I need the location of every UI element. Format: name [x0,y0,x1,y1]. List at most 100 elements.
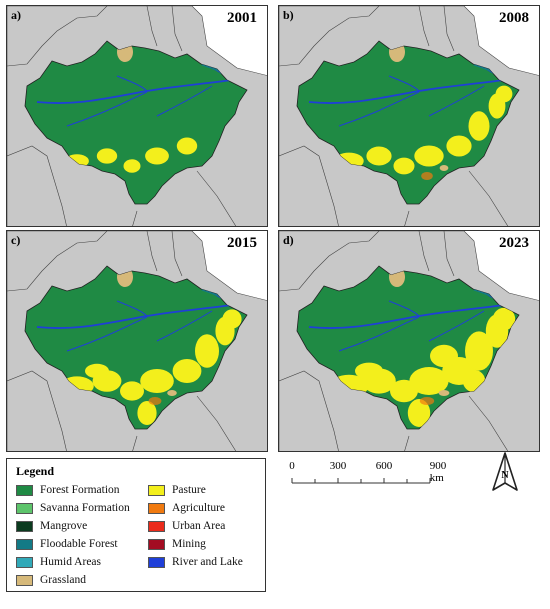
panel-year: 2023 [499,235,529,251]
legend-swatch [148,484,165,496]
map-panel-2015: c) 2015 [6,230,268,452]
country-border [418,231,430,272]
country-border [443,6,455,52]
river [388,300,420,317]
country-border [418,6,430,47]
pasture-patch [145,147,169,165]
legend-title: Legend [16,464,55,478]
pasture-patch [355,362,383,380]
panel-label: b) [283,8,294,22]
scale-bar-graphic [291,478,431,484]
legend-item-mangrove: Mangrove [16,520,87,532]
legend-label: Floodable Forest [40,538,118,550]
pasture-patch [393,157,415,175]
pasture-patch [446,135,472,157]
panel-label: c) [11,233,21,247]
legend-label: Urban Area [172,520,226,532]
legend-swatch [148,538,165,550]
legend-label: Agriculture [172,502,226,514]
grassland-patch [167,390,177,396]
pasture-patch [465,331,493,371]
legend-label: Forest Formation [40,484,120,496]
legend-swatch [148,520,165,532]
map-2001 [7,6,267,226]
legend-label: Mangrove [40,520,88,532]
legend-item-grassland: Grassland [16,574,86,586]
legend-swatch [16,484,33,496]
agriculture-patch [148,397,162,405]
panel-year: 2015 [227,235,257,251]
pasture-patch [176,137,198,155]
pasture-patch [85,363,109,379]
river [388,75,420,92]
scale-tick-label: 0 [289,460,295,472]
legend-swatch [16,574,33,586]
river [66,91,148,127]
legend-item-pasture: Pasture [148,484,206,496]
country-border [468,395,509,451]
pasture-patch [366,146,392,166]
river [116,300,148,317]
pasture-patch [414,145,444,167]
pasture-patch [468,111,490,141]
panel-label: a) [11,8,21,22]
panel-label: d) [283,233,294,247]
country-border [196,170,237,226]
scale-tick-label: 300 [329,460,347,472]
river [338,316,420,352]
pasture-patch [407,399,431,427]
agriculture-patch [421,172,433,180]
river [156,85,213,117]
map-panel-2023: d) 2023 [278,230,540,452]
legend-label: Savanna Formation [40,502,130,514]
pasture-patch [137,401,157,425]
pasture-patch [140,369,174,393]
map-2008 [279,6,539,226]
legend-swatch [16,538,33,550]
country-border [279,6,380,67]
legend-label: Humid Areas [40,556,102,568]
country-border [132,435,138,451]
legend-swatch [148,556,165,568]
country-border [404,435,410,451]
legend-item-river-and-lake: River and Lake [148,556,243,568]
legend-label: Grassland [40,574,86,586]
legend-item-forest-formation: Forest Formation [16,484,120,496]
agriculture-patch [419,397,435,405]
river [156,310,213,342]
country-border [443,231,455,277]
pasture-patch [492,307,516,331]
legend-swatch [16,520,33,532]
grassland-patch [439,165,449,171]
panel-year: 2008 [499,10,529,26]
river [338,91,420,127]
river [428,310,485,342]
legend-swatch [16,502,33,514]
pasture-patch [172,359,202,383]
legend-item-floodable-forest: Floodable Forest [16,538,118,550]
country-border [171,6,183,52]
map-2023 [279,231,539,451]
legend-item-agriculture: Agriculture [148,502,225,514]
river [116,75,148,92]
legend-label: Mining [172,538,206,550]
legend-swatch [16,556,33,568]
country-border [279,370,339,451]
pasture-patch [123,159,141,173]
svg-text:N: N [501,470,509,481]
country-border [279,231,380,292]
map-panel-2001: a) 2001 [6,5,268,227]
pasture-patch [120,381,144,401]
country-border [146,231,158,272]
pasture-patch [409,367,449,395]
legend-item-humid-areas: Humid Areas [16,556,101,568]
north-arrow-icon: N [485,450,525,500]
country-border [7,231,108,292]
pasture-patch [96,148,118,164]
country-border [171,231,183,277]
country-border [196,395,237,451]
legend-item-savanna-formation: Savanna Formation [16,502,130,514]
country-border [146,6,158,47]
pasture-patch [195,334,219,368]
land-cover [308,267,516,427]
